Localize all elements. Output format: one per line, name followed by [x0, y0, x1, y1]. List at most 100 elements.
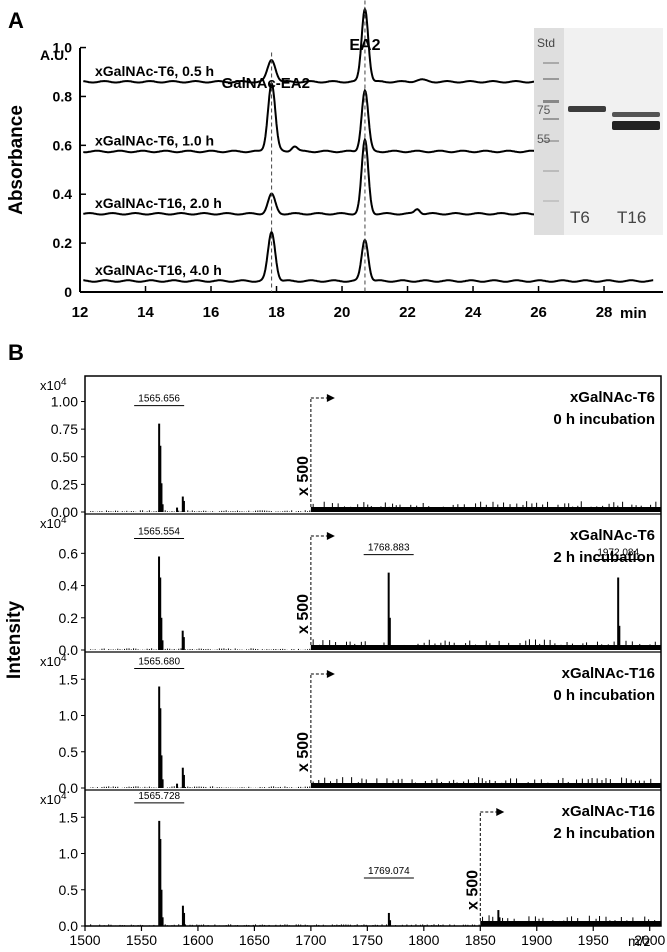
x-tick-label: 12 — [72, 304, 89, 321]
y-tick-label: 0.5 — [59, 882, 79, 898]
x-tick-label: 1500 — [69, 932, 100, 948]
x-tick-label: 1800 — [408, 932, 439, 948]
zoom-factor-label: x 500 — [295, 594, 312, 634]
y-tick-label: 1.0 — [59, 846, 79, 862]
x-tick-label: 1750 — [352, 932, 383, 948]
peak-mz-label: 1565.554 — [138, 527, 180, 538]
panel-b-mass-spectra: B Intensity m/z 1500 1550 1600 1650 1700 1750… — [4, 340, 665, 949]
y-scale-base: x10 — [40, 654, 61, 669]
trace-label: xGalNAc-T16, 4.0 h — [95, 262, 222, 278]
x-tick-label: 1650 — [239, 932, 270, 948]
panel-b-x-axis-title: m/z — [628, 933, 651, 949]
peak-mz-label: 1565.680 — [138, 657, 180, 668]
trace-label: xGalNAc-T16, 2.0 h — [95, 195, 222, 211]
spectrum-subpanel: 0.0 0.5 1.0 1.5 x104 xGalNAc-T16 2 h incubatio… — [40, 789, 661, 934]
std-band — [543, 118, 559, 120]
y-tick-label: 1.00 — [51, 394, 78, 410]
peak-mz-label: 1768.883 — [368, 543, 410, 554]
spectrum-subpanel: 0.0 0.2 0.4 0.6 x104 xGalNAc-T6 2 h incubation… — [40, 513, 661, 658]
y-tick-label: 0.8 — [53, 88, 73, 104]
x-tick-label: 1600 — [182, 932, 213, 948]
sample-name: xGalNAc-T6 — [570, 527, 655, 544]
t16-lower-band — [612, 121, 660, 130]
y-scale-base: x10 — [40, 792, 61, 807]
y-tick-label: 0.75 — [51, 421, 78, 437]
y-scale-base: x10 — [40, 516, 61, 531]
y-scale-label: x104 — [40, 515, 67, 531]
gel-lane-t16-label: T16 — [617, 208, 646, 227]
std-band — [543, 140, 559, 142]
gel-marker-55: 55 — [537, 132, 551, 146]
trace-label: xGalNAc-T6, 1.0 h — [95, 132, 214, 148]
zoom-arrow-head — [326, 532, 335, 540]
x-tick-label: 2000 — [634, 932, 665, 948]
x-tick-label: 26 — [530, 304, 547, 321]
gel-marker-75: 75 — [537, 103, 551, 117]
y-tick-label: 1.5 — [59, 671, 79, 687]
panel-a-y-unit: A.U. — [40, 47, 68, 63]
y-tick-label: 0.0 — [59, 780, 79, 796]
y-tick-label: 1.0 — [59, 708, 79, 724]
panel-a-y-axis-title: Absorbance — [6, 105, 27, 215]
panel-a-label: A — [8, 8, 24, 33]
gel-lane-t6-label: T6 — [570, 208, 590, 227]
peak-mz-label: 1565.728 — [138, 791, 180, 802]
y-tick-label: 0.2 — [53, 235, 73, 251]
panel-a-axes: 12 14 16 18 20 22 24 26 28 0 0.2 0.4 0.6 0.8 1.0 — [53, 40, 663, 321]
y-tick-label: 0.2 — [59, 610, 79, 626]
x-tick-label: 24 — [465, 304, 482, 321]
panel-b-frame — [84, 375, 662, 927]
x-tick-label: 28 — [596, 304, 613, 321]
y-tick-label: 0.00 — [51, 504, 78, 520]
y-tick-label: 1.5 — [59, 809, 79, 825]
y-tick-label: 0.5 — [59, 744, 79, 760]
zoom-factor-label: x 500 — [464, 870, 481, 910]
y-tick-label: 0.6 — [53, 137, 73, 153]
y-tick-label: 0.4 — [59, 578, 79, 594]
y-tick-label: 0 — [64, 284, 72, 300]
zoomed-baseline — [480, 921, 661, 926]
y-scale-exponent: 4 — [61, 515, 67, 526]
y-tick-label: 0.6 — [59, 545, 79, 561]
peak-label-ea2: EA2 — [349, 37, 380, 54]
std-band — [543, 170, 559, 172]
y-scale-label: x104 — [40, 653, 67, 669]
incubation-time: 0 h incubation — [553, 411, 655, 428]
y-tick-label: 0.25 — [51, 476, 78, 492]
incubation-time: 0 h incubation — [553, 687, 655, 704]
zoom-arrow-head — [326, 670, 335, 678]
std-band — [543, 78, 559, 80]
x-tick-label: 18 — [268, 304, 285, 321]
x-tick-label: 1950 — [578, 932, 609, 948]
peak-mz-label: 1769.074 — [368, 866, 410, 877]
y-scale-exponent: 4 — [61, 653, 67, 664]
x-tick-label: 1700 — [295, 932, 326, 948]
x-tick-label: 14 — [137, 304, 154, 321]
std-band — [543, 62, 559, 64]
y-tick-label: 1.0 — [53, 40, 73, 56]
y-tick-label: 0.4 — [53, 186, 73, 202]
t6-band — [568, 106, 606, 112]
t16-upper-band — [612, 112, 660, 117]
y-scale-base: x10 — [40, 378, 61, 393]
chromatogram-trace — [83, 231, 654, 283]
panel-b-label: B — [8, 340, 24, 365]
peak-label-galnac-ea2: GalNAc-EA2 — [222, 75, 310, 92]
std-band — [543, 200, 559, 202]
std-band — [543, 100, 559, 103]
y-scale-label: x104 — [40, 791, 67, 807]
x-tick-label: 22 — [399, 304, 416, 321]
sample-name: xGalNAc-T6 — [570, 389, 655, 406]
sample-name: xGalNAc-T16 — [562, 665, 655, 682]
y-tick-label: 0.0 — [59, 642, 79, 658]
spectrum-subpanel: 0.0 0.5 1.0 1.5 x104 xGalNAc-T16 0 h incubatio… — [40, 651, 661, 796]
x-tick-label: 1550 — [126, 932, 157, 948]
panel-b-axes: 1500 1550 1600 1650 1700 1750 1800 1850 1900 1950… — [69, 375, 665, 948]
incubation-time: 2 h incubation — [553, 549, 655, 566]
panel-a-x-axis-title: min — [620, 305, 647, 322]
x-tick-label: 1900 — [521, 932, 552, 948]
peak-mz-label: 1565.656 — [138, 394, 180, 405]
